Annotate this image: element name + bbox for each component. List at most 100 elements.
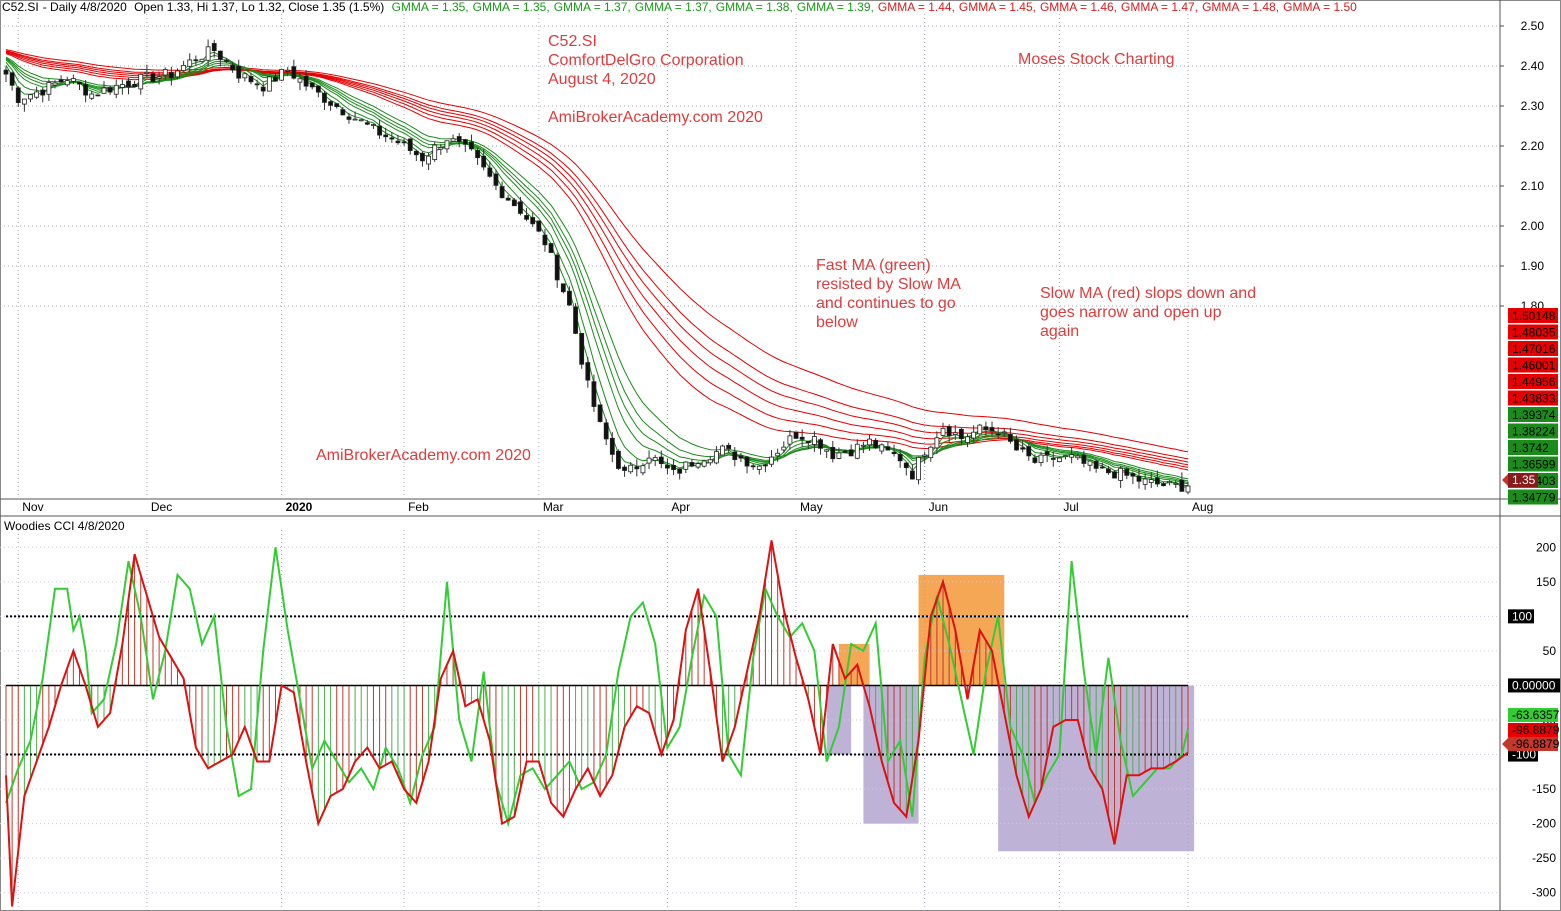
candle-body <box>132 83 138 87</box>
candle-body <box>548 243 554 253</box>
fast-ma-line2: resisted by Slow MA <box>816 276 961 293</box>
candle-body <box>77 82 82 85</box>
candle-body <box>640 465 646 474</box>
candle-body <box>89 93 95 99</box>
header-gmma-value: GMMA = 1.38, <box>715 0 793 14</box>
annot-company: ComfortDelGro Corporation <box>548 52 744 69</box>
candle-body <box>1161 483 1166 487</box>
candle-body <box>1081 454 1087 464</box>
candle-body <box>707 459 713 464</box>
candle-body <box>665 464 670 469</box>
candle-body <box>781 446 787 451</box>
month-label: Mar <box>543 500 564 514</box>
candle-body <box>168 72 174 79</box>
candle-body <box>34 91 40 98</box>
price-tick-label: 2.40 <box>1521 59 1545 73</box>
candle-body <box>181 64 187 71</box>
month-label: Jul <box>1063 500 1078 514</box>
candle-body <box>328 101 333 106</box>
cci-level-100-label-box <box>1508 609 1534 624</box>
gmma-value-label: 1.48035 <box>1512 326 1556 340</box>
candle-body <box>309 82 315 88</box>
candle-body <box>444 140 450 150</box>
candle-body <box>150 73 156 82</box>
candle-body <box>1044 451 1050 456</box>
price-tick-label: 2.20 <box>1521 139 1545 153</box>
title-annotation: C52.SI ComfortDelGro Corporation August … <box>548 32 744 89</box>
candle-body <box>958 428 964 440</box>
gmma-value-box <box>1508 374 1558 389</box>
candle-body <box>983 426 989 431</box>
candle-body <box>628 464 634 473</box>
candle-body <box>242 73 248 79</box>
candle-body <box>940 427 946 436</box>
candle-body <box>1075 455 1081 459</box>
candle-body <box>456 136 462 143</box>
candle-body <box>352 118 358 121</box>
candle-body <box>946 426 952 437</box>
candle-body <box>1167 481 1173 484</box>
candle-body <box>646 457 652 464</box>
cci-zero-label-box <box>1508 678 1560 693</box>
fast-ma-line1: Fast MA (green) <box>816 257 931 274</box>
candle-body <box>1142 478 1148 485</box>
candle-body <box>1020 447 1026 450</box>
candle-body <box>603 422 609 440</box>
candle-body <box>3 69 9 75</box>
candle-body <box>952 432 958 435</box>
cci-tick-label: 50 <box>1543 644 1557 658</box>
candle-body <box>824 449 830 452</box>
header-gmma-value: GMMA = 1.46, <box>1039 0 1118 14</box>
slow-ma-line1: Slow MA (red) slops down and <box>1040 285 1257 302</box>
candle-body <box>524 215 529 220</box>
price-tick-label: 2.00 <box>1521 219 1545 233</box>
slow-ma-line2: goes narrow and open up <box>1040 304 1222 321</box>
cci-fast-last-label: -63.6357 <box>1512 708 1560 722</box>
candle-body <box>162 69 168 76</box>
candle-body <box>364 122 370 125</box>
candle-body <box>389 137 395 140</box>
candle-body <box>138 73 144 90</box>
annot-date: August 4, 2020 <box>548 71 656 88</box>
candle-body <box>799 436 805 440</box>
candle-body <box>830 446 836 460</box>
candle-body <box>9 72 15 86</box>
header-gmma-list: GMMA = 1.35, GMMA = 1.35, GMMA = 1.37, GMMA… <box>392 0 1361 14</box>
candle-body <box>732 451 738 460</box>
last-close-label: 1.35 <box>1512 473 1536 487</box>
gmma-value-label: 1.39374 <box>1512 408 1556 422</box>
candle-body <box>395 140 401 144</box>
candle-body <box>64 80 70 86</box>
candle-body <box>469 141 474 150</box>
month-label: Jun <box>929 500 948 514</box>
header-gmma-value: GMMA = 1.47, <box>1121 0 1199 14</box>
month-label: May <box>800 500 823 514</box>
candle-body <box>273 76 278 82</box>
fast-ma-line3: and continues to go <box>816 295 956 312</box>
candle-body <box>248 76 254 83</box>
candle-body <box>842 450 848 453</box>
candle-body <box>462 139 468 145</box>
gmma-value-label: 1.43833 <box>1512 392 1556 406</box>
candle-body <box>689 462 695 467</box>
candle-body <box>297 78 303 83</box>
gmma-slow-line <box>5 50 1189 463</box>
candle-body <box>144 71 150 75</box>
candle-body <box>591 381 597 407</box>
candle-body <box>530 217 536 225</box>
candle-body <box>156 76 162 79</box>
candle-body <box>671 464 676 470</box>
candle-body <box>793 431 799 439</box>
candle-body <box>1026 446 1032 457</box>
candle-body <box>291 66 297 79</box>
month-label: Nov <box>22 500 43 514</box>
candle-body <box>224 60 229 62</box>
candle-body <box>554 254 560 281</box>
candle-body <box>1050 458 1056 460</box>
cci-tick-label: -150 <box>1532 782 1556 796</box>
candle-body <box>303 75 309 87</box>
candle-body <box>1007 434 1013 442</box>
candle-body <box>910 470 915 480</box>
candle-body <box>187 59 193 67</box>
